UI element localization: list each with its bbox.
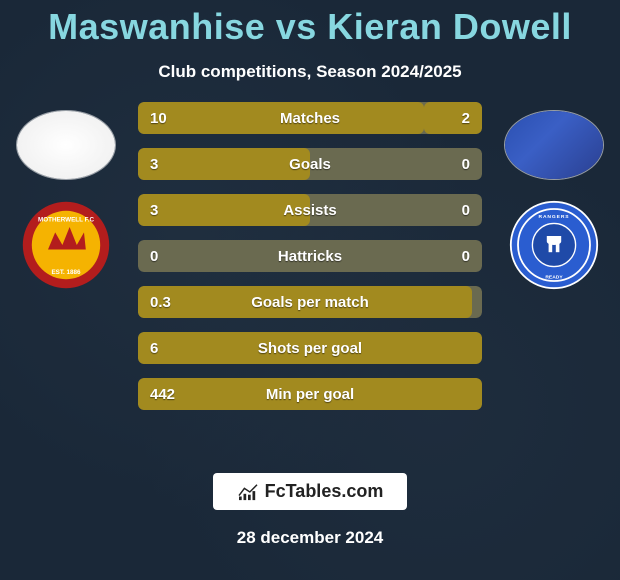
stat-row: 442Min per goal (138, 378, 482, 410)
stat-label: Hattricks (138, 240, 482, 272)
player2-photo (504, 110, 604, 180)
svg-text:READY: READY (545, 274, 563, 280)
comparison-panel: MOTHERWELL F.C EST. 1886 RANGERS (0, 110, 620, 440)
player1-crest: MOTHERWELL F.C EST. 1886 (21, 200, 111, 290)
stat-row: 6Shots per goal (138, 332, 482, 364)
svg-text:MOTHERWELL F.C: MOTHERWELL F.C (38, 217, 95, 224)
stat-row: 0.3Goals per match (138, 286, 482, 318)
stat-row: 00Hattricks (138, 240, 482, 272)
stat-label: Goals per match (138, 286, 482, 318)
date-text: 28 december 2024 (237, 528, 384, 548)
brand-icon (237, 483, 259, 501)
stat-row: 102Matches (138, 102, 482, 134)
subtitle: Club competitions, Season 2024/2025 (0, 62, 620, 82)
brand-plate: FcTables.com (213, 473, 408, 510)
brand-text: FcTables.com (265, 481, 384, 502)
svg-text:RANGERS: RANGERS (539, 214, 570, 220)
player2-column: RANGERS READY (498, 110, 610, 290)
stat-label: Min per goal (138, 378, 482, 410)
stat-label: Shots per goal (138, 332, 482, 364)
stat-label: Matches (138, 102, 482, 134)
player2-crest: RANGERS READY (509, 200, 599, 290)
svg-text:EST. 1886: EST. 1886 (51, 269, 81, 276)
stat-label: Goals (138, 148, 482, 180)
stat-row: 30Assists (138, 194, 482, 226)
stat-label: Assists (138, 194, 482, 226)
player1-column: MOTHERWELL F.C EST. 1886 (10, 110, 122, 290)
stat-bars: 102Matches 30Goals 30Assists 00Hattricks 0.3… (138, 102, 482, 410)
stat-row: 30Goals (138, 148, 482, 180)
player1-photo (16, 110, 116, 180)
page-title: Maswanhise vs Kieran Dowell (0, 0, 620, 48)
